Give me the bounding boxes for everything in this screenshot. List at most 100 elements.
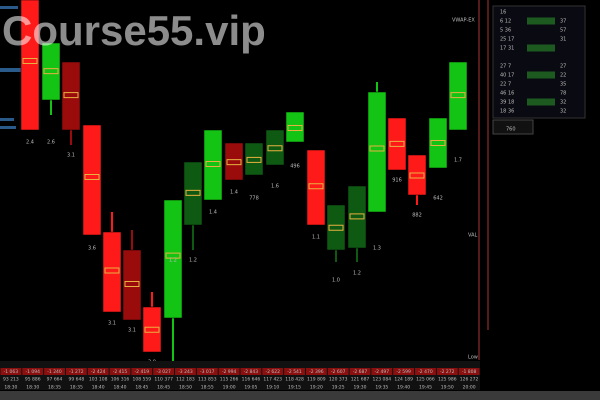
delta-cell bbox=[371, 368, 393, 375]
candle-label: 1.6 bbox=[271, 184, 279, 190]
candle-label: 1.0 bbox=[332, 278, 340, 284]
time: 19:15 bbox=[288, 385, 301, 391]
cumulative: 125 986 bbox=[438, 377, 457, 383]
candle-body bbox=[306, 149, 326, 226]
side-label: VWAP-EX bbox=[452, 18, 475, 24]
poc-marker bbox=[22, 58, 38, 64]
ladder-cell: 57 bbox=[560, 28, 566, 34]
candle-body bbox=[163, 199, 183, 319]
candle-body bbox=[142, 306, 162, 353]
time: 20:00 bbox=[463, 385, 476, 391]
ladder-cell: 40 17 bbox=[500, 73, 514, 79]
delta-cell bbox=[44, 368, 65, 375]
time: 18:45 bbox=[135, 385, 148, 391]
footer-bg bbox=[0, 361, 480, 390]
delta: -2 419 bbox=[135, 369, 150, 375]
profile-bar bbox=[0, 126, 16, 129]
ladder-cell: 5 36 bbox=[500, 28, 511, 34]
cumulative: 124 189 bbox=[394, 377, 413, 383]
cumulative: 95 886 bbox=[25, 377, 41, 383]
candle-label: 882 bbox=[412, 213, 422, 219]
delta-cell bbox=[436, 368, 458, 375]
cumulative: 115 266 bbox=[220, 377, 239, 383]
ladder-cell: 31 bbox=[560, 37, 566, 43]
delta-cell bbox=[65, 368, 87, 375]
taskbar bbox=[0, 391, 600, 400]
delta: -3 027 bbox=[156, 369, 171, 375]
candle-label: 2.4 bbox=[26, 140, 34, 146]
candle-label: 3.1 bbox=[67, 153, 75, 159]
delta: -2 622 bbox=[265, 369, 280, 375]
ladder-cell: 78 bbox=[560, 91, 566, 97]
cumulative: 123 084 bbox=[373, 377, 392, 383]
delta: -2 415 bbox=[113, 369, 128, 375]
delta-cell bbox=[87, 368, 109, 375]
candle-body bbox=[285, 111, 305, 143]
candle-body bbox=[41, 42, 61, 101]
delta: -2 843 bbox=[244, 369, 259, 375]
poc-marker bbox=[84, 174, 100, 180]
delta-cell bbox=[109, 368, 131, 375]
ladder-cell: 16 bbox=[500, 10, 506, 16]
delta-cell bbox=[240, 368, 262, 375]
cumulative: 126 272 bbox=[460, 377, 479, 383]
delta: -1 808 bbox=[462, 369, 477, 375]
time: 18:30 bbox=[26, 385, 39, 391]
delta: -2 599 bbox=[396, 369, 411, 375]
delta-cell bbox=[153, 368, 175, 375]
time: 18:35 bbox=[48, 385, 61, 391]
delta: -3 017 bbox=[200, 369, 215, 375]
poc-marker bbox=[104, 267, 120, 274]
cumulative: 108 559 bbox=[133, 377, 152, 383]
poc-marker bbox=[409, 172, 425, 179]
time: 18:40 bbox=[114, 385, 127, 391]
cumulative: 106 316 bbox=[111, 377, 130, 383]
candle-body bbox=[122, 249, 142, 321]
time: 19:20 bbox=[310, 385, 323, 391]
candle-body bbox=[102, 231, 122, 313]
candle-label: 1.4 bbox=[230, 190, 238, 196]
ladder-cell: 22 bbox=[560, 73, 566, 79]
delta-cell bbox=[0, 368, 22, 375]
candle-body bbox=[347, 185, 367, 249]
candle-body bbox=[183, 161, 203, 226]
delta-cell bbox=[349, 368, 371, 375]
delta: -3 243 bbox=[178, 369, 193, 375]
profile-bar bbox=[0, 118, 14, 121]
poc-marker bbox=[450, 92, 466, 99]
candle-label: 1.7 bbox=[454, 158, 462, 164]
time: 19:10 bbox=[266, 385, 279, 391]
candle-body bbox=[407, 154, 427, 196]
candle-body bbox=[367, 91, 387, 213]
cumulative: 103 108 bbox=[89, 377, 108, 383]
delta: -2 470 bbox=[418, 369, 433, 375]
ladder-cell: 27 7 bbox=[500, 64, 511, 70]
time: 19:35 bbox=[375, 385, 388, 391]
cumulative: 112 183 bbox=[176, 377, 195, 383]
ladder-cell: 22 7 bbox=[500, 82, 511, 88]
delta: -2 541 bbox=[287, 369, 302, 375]
candle-label: 916 bbox=[392, 178, 402, 184]
delta-cell bbox=[458, 368, 480, 375]
delta-cell bbox=[305, 368, 327, 375]
ladder-cell: 17 31 bbox=[500, 46, 514, 52]
ladder-footer: 760 bbox=[506, 127, 516, 133]
candle-label: 3.1 bbox=[108, 321, 116, 327]
poc-marker bbox=[430, 140, 446, 146]
profile-bar bbox=[0, 68, 22, 72]
ladder-highlight bbox=[527, 71, 555, 79]
cumulative: 121 687 bbox=[351, 377, 370, 383]
poc-marker bbox=[226, 159, 242, 166]
candle-label: 1.2 bbox=[189, 258, 197, 264]
poc-marker bbox=[63, 92, 79, 99]
delta: -1 094 bbox=[25, 369, 40, 375]
candle-label: 3.1 bbox=[128, 328, 136, 334]
ladder-cell: 18 36 bbox=[500, 109, 514, 115]
time: 18:45 bbox=[157, 385, 170, 391]
cumulative: 125 066 bbox=[416, 377, 435, 383]
delta-cell bbox=[131, 368, 153, 375]
ladder-cell: 35 bbox=[560, 82, 566, 88]
time: 19:25 bbox=[332, 385, 345, 391]
delta-cell bbox=[284, 368, 305, 375]
